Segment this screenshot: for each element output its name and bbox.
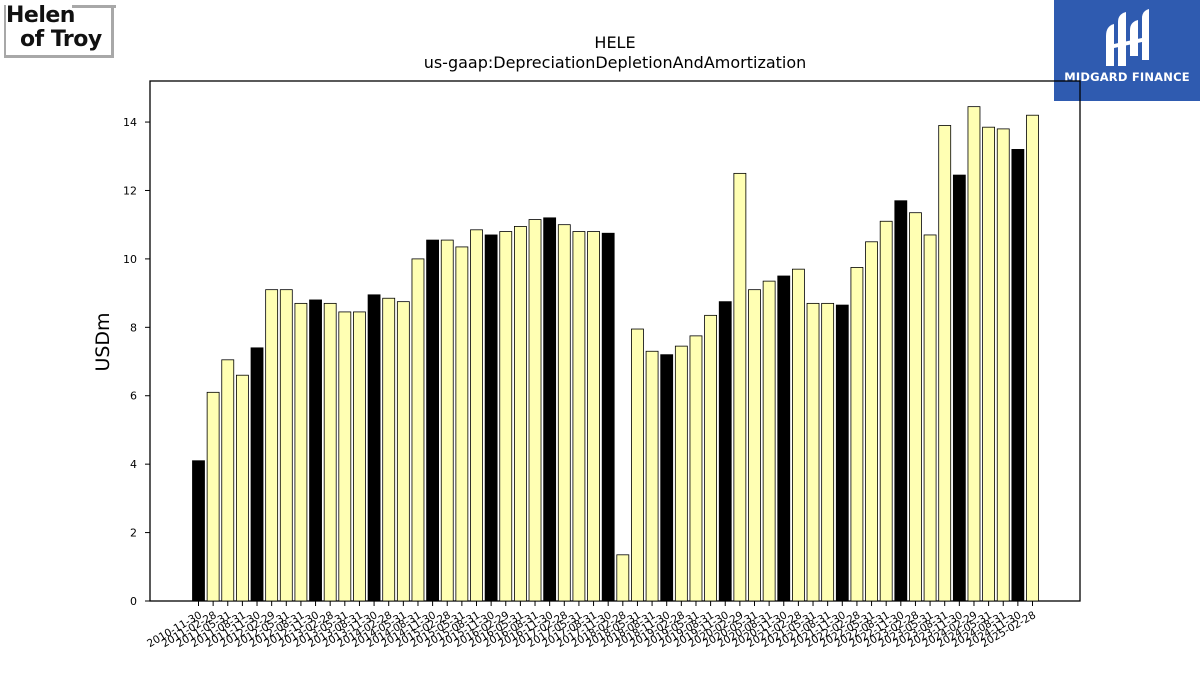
bar-2016-05-31 [513, 225, 527, 602]
bar-2017-11-30 [601, 232, 615, 602]
bar-2021-02-28 [791, 268, 805, 602]
bar-2013-05-31 [338, 311, 352, 602]
bar-2024-05-31 [982, 126, 996, 602]
y-tick-label: 6 [130, 390, 137, 403]
bar-2017-05-31 [572, 231, 586, 602]
bar-2015-02-28 [440, 239, 454, 602]
bar-2014-11-30 [426, 239, 440, 602]
bar-2016-11-30 [543, 217, 557, 602]
bar-2025-02-28 [1026, 114, 1039, 602]
y-axis-label: USDm [92, 312, 114, 371]
bar-2013-02-28 [323, 302, 337, 602]
plot-frame [149, 80, 1081, 602]
chart-subtitle: us-gaap:DepreciationDepletionAndAmortiza… [424, 53, 807, 72]
bar-2013-08-31 [353, 311, 366, 602]
bar-2020-02-29 [733, 172, 747, 602]
bar-2012-05-31 [279, 289, 293, 602]
logo-text-line1: Helen [6, 3, 75, 28]
brand-name: MIDGARD FINANCE [1064, 70, 1190, 84]
bar-2023-02-28 [909, 212, 922, 602]
bar-2011-11-30 [250, 347, 264, 602]
bar-2012-11-30 [309, 299, 322, 602]
y-tick-label: 0 [130, 595, 137, 608]
bar-2022-02-28 [850, 267, 864, 602]
y-tick-label: 10 [123, 253, 137, 266]
bar-2022-05-31 [865, 241, 878, 602]
chart-title: HELE [594, 33, 635, 52]
logo-text-line2: of Troy [20, 27, 102, 52]
bar-2017-08-31 [587, 231, 600, 602]
bar-2011-02-28 [206, 391, 220, 602]
y-tick-label: 2 [130, 527, 137, 540]
bar-2012-08-31 [294, 302, 308, 602]
bar-2020-05-31 [748, 289, 761, 602]
bar-2024-11-30 [1011, 149, 1025, 602]
bar-2018-11-30 [660, 354, 674, 602]
bar-2014-05-31 [396, 301, 410, 602]
y-axis: 0 2 4 6 8 10 12 14 [123, 116, 150, 608]
bar-2024-02-29 [967, 106, 981, 602]
bar-series [192, 106, 1039, 602]
bar-2022-11-30 [894, 200, 908, 602]
y-tick-label: 8 [130, 321, 137, 334]
bar-2024-08-31 [996, 128, 1010, 602]
bar-2019-11-30 [718, 301, 732, 602]
bar-2022-08-31 [879, 220, 893, 602]
bar-2021-11-30 [835, 304, 849, 602]
bar-2013-11-30 [367, 294, 381, 602]
bar-2016-02-29 [499, 231, 513, 602]
bar-2023-05-31 [923, 234, 937, 602]
bar-2011-08-31 [235, 374, 249, 602]
bar-2016-08-31 [528, 219, 542, 602]
bar-2015-05-31 [455, 246, 469, 602]
x-axis: 2010-11-302011-02-282011-05-312011-08-31… [145, 601, 1038, 650]
bar-2021-05-31 [806, 302, 820, 602]
y-tick-label: 4 [130, 458, 137, 471]
bar-2020-11-30 [777, 275, 791, 602]
bar-2018-02-28 [616, 554, 630, 602]
bar-2015-08-31 [470, 229, 483, 602]
bar-2023-08-31 [938, 125, 952, 602]
bar-2017-02-28 [557, 224, 571, 602]
bar-2010-11-30 [192, 460, 205, 602]
midgard-emblem-icon [1106, 9, 1149, 66]
bar-2015-11-30 [484, 234, 498, 602]
bar-2021-08-31 [821, 302, 835, 602]
y-tick-label: 14 [123, 116, 137, 129]
bar-2019-02-28 [674, 345, 688, 602]
bar-2018-08-31 [645, 350, 659, 602]
bar-2014-08-31 [411, 258, 425, 602]
bar-2012-02-29 [265, 289, 279, 602]
helen-of-troy-logo: Helen of Troy [4, 3, 116, 58]
bar-2019-08-31 [704, 314, 718, 602]
y-tick-label: 12 [123, 184, 137, 197]
bar-2023-11-30 [952, 174, 966, 602]
midgard-finance-logo: MIDGARD FINANCE [1054, 0, 1200, 101]
bar-2019-05-31 [689, 335, 703, 602]
bar-2018-05-31 [631, 328, 644, 602]
bar-2014-02-28 [382, 297, 396, 602]
bar-2020-08-31 [762, 280, 776, 602]
bar-2011-05-31 [221, 359, 235, 602]
logo-frame-segment [72, 5, 116, 8]
